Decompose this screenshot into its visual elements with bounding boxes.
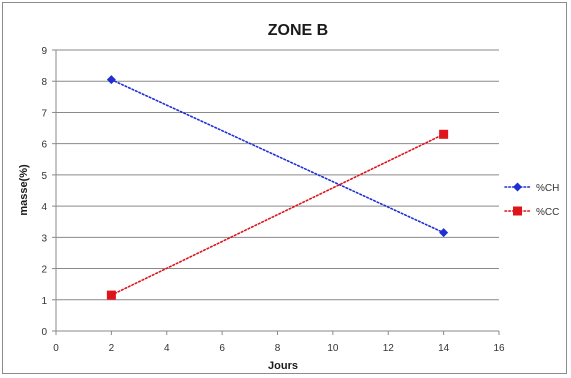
y-axis-title: masse(%) bbox=[18, 164, 30, 216]
x-tick-label: 4 bbox=[164, 343, 170, 354]
y-tick-label: 3 bbox=[41, 233, 47, 244]
y-tick-label: 5 bbox=[41, 171, 47, 182]
series-line-cc bbox=[110, 133, 445, 296]
y-tick-label: 8 bbox=[41, 77, 47, 88]
legend-item-ch: %CH bbox=[504, 182, 559, 194]
series-ch bbox=[106, 75, 449, 238]
legend-marker-ch bbox=[513, 182, 522, 192]
y-tick-label: 7 bbox=[41, 108, 47, 119]
series-cc bbox=[106, 129, 449, 300]
x-tick-label: 2 bbox=[109, 343, 115, 354]
legend-label-cc: %CC bbox=[536, 207, 559, 218]
y-tick-label: 6 bbox=[41, 140, 47, 151]
x-tick-label: 12 bbox=[383, 343, 395, 354]
x-tick-label: 16 bbox=[493, 343, 505, 354]
data-point-ch bbox=[106, 75, 116, 85]
x-tick-label: 10 bbox=[327, 343, 339, 354]
data-point-cc bbox=[106, 290, 116, 300]
legend: %CH %CC bbox=[504, 182, 559, 218]
axes bbox=[52, 49, 500, 335]
y-tick-label: 9 bbox=[41, 46, 47, 57]
chart-frame bbox=[2, 2, 567, 374]
data-point-cc bbox=[439, 129, 449, 139]
y-axis-tick-labels: 0 1 2 3 4 5 6 7 8 9 bbox=[41, 46, 47, 338]
x-tick-label: 6 bbox=[219, 343, 225, 354]
data-point-ch bbox=[439, 228, 449, 238]
y-tick-label: 0 bbox=[41, 327, 47, 338]
x-tick-label: 0 bbox=[53, 343, 59, 354]
x-axis-title: Jours bbox=[268, 360, 298, 372]
x-axis-tick-labels: 0 2 4 6 8 10 12 14 16 bbox=[53, 343, 505, 354]
legend-item-cc: %CC bbox=[504, 206, 559, 218]
x-tick-label: 14 bbox=[438, 343, 450, 354]
chart-title: ZONE B bbox=[268, 22, 328, 39]
legend-label-ch: %CH bbox=[536, 183, 559, 194]
x-tick-label: 8 bbox=[275, 343, 281, 354]
y-tick-label: 4 bbox=[41, 202, 47, 213]
y-tick-label: 1 bbox=[41, 296, 47, 307]
series-line-ch bbox=[110, 78, 445, 234]
gridlines bbox=[56, 49, 499, 301]
legend-marker-cc bbox=[513, 206, 522, 216]
data-series bbox=[106, 75, 449, 300]
y-tick-label: 2 bbox=[41, 265, 47, 276]
